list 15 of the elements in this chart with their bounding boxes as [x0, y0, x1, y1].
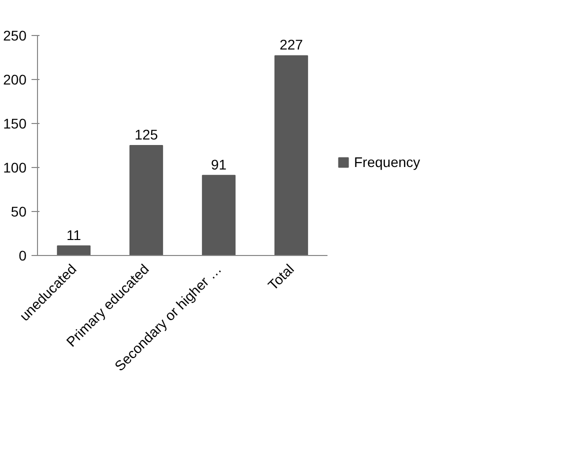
- y-tick-label: 100: [3, 160, 27, 176]
- data-label: 91: [210, 156, 227, 172]
- y-tick-label: 50: [10, 204, 27, 220]
- data-label: 125: [134, 126, 158, 142]
- bar: [129, 145, 164, 256]
- bar: [274, 55, 308, 256]
- y-tick-label: 0: [18, 248, 27, 264]
- bar: [56, 245, 91, 256]
- y-tick-label: 250: [3, 28, 27, 44]
- bar: [202, 174, 236, 256]
- data-label: 11: [66, 226, 82, 243]
- y-tick-label: 150: [3, 116, 27, 132]
- y-tick-label: 200: [3, 72, 27, 88]
- legend-label: Frequency: [354, 154, 420, 170]
- data-label: 227: [280, 36, 304, 53]
